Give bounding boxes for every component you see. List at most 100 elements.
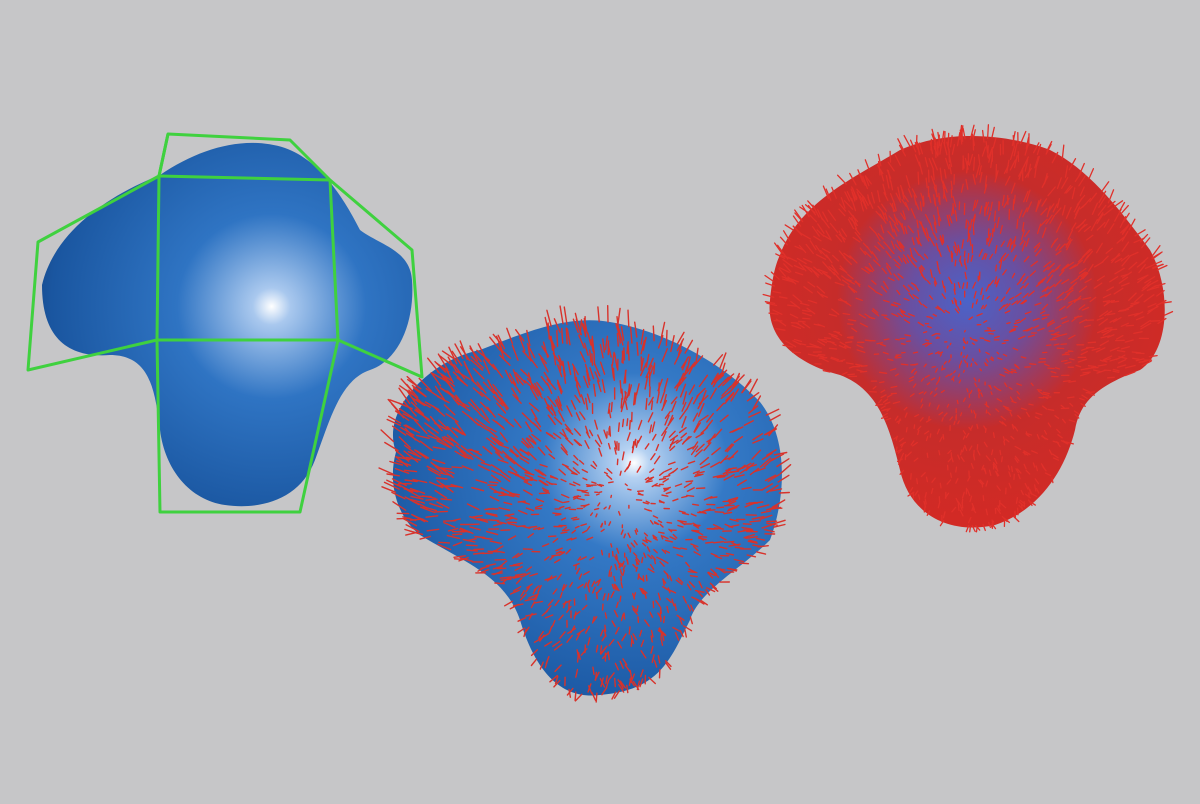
normal-vector (992, 462, 998, 467)
normal-vector (1105, 247, 1114, 254)
normal-vector (830, 335, 840, 340)
normal-vector (1080, 271, 1088, 278)
normal-vector (938, 376, 941, 382)
normal-vector (607, 343, 612, 358)
normal-vector (698, 537, 707, 541)
normal-vector (552, 538, 559, 543)
normal-vector (934, 197, 937, 207)
normal-vector (677, 524, 684, 528)
normal-vector (650, 645, 654, 654)
normal-vector (608, 504, 611, 510)
normal-vector (688, 384, 696, 395)
normal-vector (968, 426, 972, 431)
normal-vector (978, 479, 983, 485)
normal-vector (1014, 511, 1017, 518)
normal-vector (902, 257, 907, 265)
normal-vector (527, 451, 537, 461)
normal-vector (492, 438, 503, 446)
normal-vector (1067, 229, 1074, 240)
normal-vector (872, 385, 877, 390)
normal-vector (1054, 415, 1060, 419)
normal-vector (988, 237, 993, 247)
normal-vector (948, 163, 952, 175)
normal-vector (966, 388, 969, 393)
normal-vector (1068, 334, 1076, 340)
normal-vector (900, 442, 905, 448)
normal-vector (469, 526, 481, 531)
normal-vector (1056, 177, 1062, 190)
normal-vector (599, 361, 606, 375)
normal-vector (1118, 276, 1129, 284)
normal-vector (902, 254, 909, 264)
normal-vector (749, 520, 761, 523)
normal-vector (635, 566, 638, 572)
normal-vector (623, 533, 626, 539)
normal-vector (930, 175, 936, 187)
normal-vector (646, 478, 653, 482)
normal-vector (1103, 218, 1110, 228)
normal-vector (931, 157, 938, 171)
normal-vector (416, 434, 430, 439)
normal-vector (453, 364, 466, 380)
normal-vector (583, 342, 589, 356)
normal-vector (972, 213, 976, 222)
normal-vector (427, 429, 442, 441)
normal-vector (952, 195, 957, 208)
normal-vector (883, 299, 890, 303)
normal-vector (902, 210, 907, 220)
normal-vector (410, 401, 425, 415)
normal-vector (520, 589, 525, 597)
normal-vector (512, 586, 522, 592)
normal-vector (672, 533, 678, 539)
normal-vector (647, 509, 653, 512)
normal-vector (872, 259, 881, 267)
normal-vector (1056, 428, 1061, 434)
normal-vector (493, 437, 504, 445)
normal-vector (983, 339, 989, 342)
normal-vector (856, 369, 865, 373)
normal-vector (1047, 186, 1056, 197)
normal-vector (939, 142, 943, 155)
normal-vector (827, 209, 837, 221)
normal-vector (498, 341, 505, 360)
normal-vector (486, 437, 496, 445)
normal-vector (477, 464, 491, 472)
normal-vector (1048, 203, 1055, 211)
normal-vector (859, 322, 868, 328)
normal-vector (1024, 142, 1030, 156)
normal-vector (822, 261, 831, 271)
normal-vector (924, 156, 929, 168)
normal-vector (995, 278, 1001, 285)
normal-vector (1061, 144, 1065, 160)
normal-vector (875, 210, 884, 220)
normal-vector (630, 635, 635, 644)
normal-vector (979, 368, 982, 372)
normal-vector (816, 285, 826, 294)
normal-vector (1088, 168, 1095, 180)
normal-vector (557, 364, 563, 378)
normal-vector (907, 188, 913, 198)
normal-vector (1124, 305, 1134, 311)
normal-vector (614, 583, 619, 591)
normal-vector (766, 449, 777, 456)
normal-vector (670, 396, 678, 405)
normal-vector (492, 395, 504, 407)
normal-vector (1026, 326, 1034, 331)
normal-vector (733, 474, 745, 478)
normal-vector (765, 505, 779, 511)
normal-vector (765, 408, 780, 416)
normal-vector (608, 672, 615, 680)
normal-vector (809, 240, 817, 251)
normal-vector (570, 537, 577, 541)
normal-vector (554, 513, 562, 516)
normal-vector (1082, 248, 1091, 258)
normal-vector (614, 440, 617, 449)
normal-vector (695, 432, 705, 439)
normal-vector (1043, 260, 1052, 268)
normal-vector (1051, 237, 1059, 246)
normal-vector (530, 658, 538, 667)
normal-vector (920, 398, 923, 403)
normal-vector (696, 530, 704, 536)
normal-vector (1147, 279, 1159, 287)
normal-vector (587, 585, 590, 593)
